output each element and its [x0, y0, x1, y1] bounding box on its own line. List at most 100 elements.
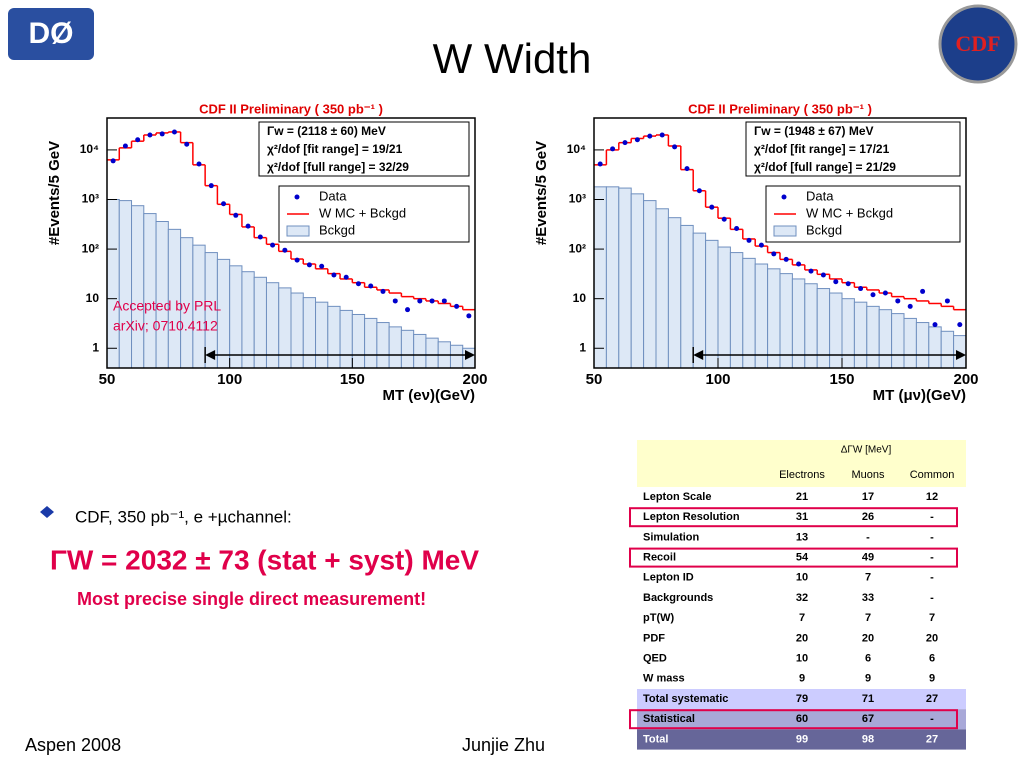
table-cell: 13: [796, 531, 808, 543]
footer-center: Junjie Zhu: [462, 735, 545, 755]
row-label: Recoil: [643, 552, 676, 564]
data-point: [845, 281, 851, 287]
data-point: [808, 268, 814, 274]
data-point: [184, 141, 190, 147]
table-header: ΔΓW [MeV]: [841, 445, 892, 456]
row-label: Lepton Scale: [643, 491, 711, 503]
fit-box: [745, 121, 961, 177]
table-cell: -: [930, 511, 934, 523]
table-cell: -: [930, 531, 934, 543]
background-bar: [143, 213, 157, 369]
table-cell: 7: [865, 572, 871, 584]
table-header-bg: [637, 440, 966, 487]
data-point: [944, 298, 950, 304]
background-bar: [853, 301, 868, 369]
table-cell: 6: [929, 653, 935, 665]
legend-marker: [294, 194, 300, 200]
row-label: QED: [643, 653, 667, 665]
background-bar: [315, 301, 329, 369]
background-bar: [605, 186, 620, 369]
x-tick-label: 150: [829, 371, 854, 388]
table-cell: 71: [862, 693, 874, 705]
data-point: [343, 274, 349, 280]
table-cell: 17: [862, 491, 874, 503]
background-bar: [618, 187, 632, 369]
data-point: [257, 234, 263, 240]
y-axis-label: #Events/5 GeV: [533, 141, 550, 245]
table-cell: 6: [865, 653, 871, 665]
data-point: [196, 161, 202, 167]
row-label: Total systematic: [643, 693, 728, 705]
table-cell: 33: [862, 592, 874, 604]
table-cell: 99: [796, 733, 808, 745]
legend-box: [278, 185, 470, 243]
background-bar: [717, 246, 731, 369]
y-tick-label: 1: [579, 340, 586, 354]
data-point: [233, 212, 239, 218]
background-bar: [106, 198, 120, 369]
table-cell: 67: [862, 713, 874, 725]
row-bg: [637, 689, 966, 710]
logo-right: [938, 4, 1018, 84]
data-point: [758, 242, 764, 248]
background-bar: [667, 217, 682, 369]
background-bar: [413, 333, 427, 369]
footer-left: Aspen 2008: [25, 735, 121, 755]
row-label: pT(W): [643, 612, 674, 624]
legend-label: W MC + Bckgd: [319, 205, 406, 220]
data-point: [306, 262, 312, 268]
y-tick-label: 10⁴: [80, 142, 99, 156]
data-point: [709, 204, 715, 210]
row-bg: [637, 709, 966, 730]
fit-text: Γw = (2118 ± 60) MeV: [267, 124, 386, 138]
table-cell: 31: [796, 511, 808, 523]
background-bar: [705, 239, 719, 369]
data-point: [245, 223, 251, 229]
row-label: W mass: [643, 673, 685, 685]
background-bar: [118, 200, 133, 369]
x-tick-label: 50: [586, 371, 603, 388]
y-tick-label: 10: [573, 291, 587, 305]
data-point: [696, 188, 702, 194]
background-bar: [680, 224, 694, 369]
data-point: [417, 298, 423, 304]
table-cell: 20: [926, 632, 938, 644]
table-cell: 7: [929, 612, 935, 624]
background-bar: [425, 337, 439, 369]
data-point: [721, 216, 727, 222]
row-label: Lepton ID: [643, 572, 694, 584]
data-point: [746, 237, 752, 243]
background-bar: [891, 313, 905, 369]
x-tick-label: 100: [705, 371, 730, 388]
background-bar: [351, 313, 366, 369]
row-label: PDF: [643, 632, 665, 644]
result: ΓW = 2032 ± 73 (stat + syst) MeV: [50, 544, 479, 575]
legend-marker: [773, 225, 797, 237]
background-bar: [692, 232, 707, 369]
data-point: [208, 183, 214, 189]
table-cell: -: [930, 552, 934, 564]
background-bar: [878, 309, 893, 369]
data-point: [684, 166, 690, 172]
table-cell: 27: [926, 693, 938, 705]
background-bar: [155, 221, 169, 369]
legend-marker: [286, 225, 310, 237]
legend-box: [765, 185, 961, 243]
background-bar: [779, 273, 793, 369]
background-bar: [593, 186, 607, 369]
background-bar: [400, 329, 415, 369]
table-cell: 9: [929, 673, 935, 685]
background-bar: [915, 322, 930, 369]
data-point: [368, 283, 374, 289]
background-bar: [742, 257, 756, 369]
background-bar: [449, 344, 464, 369]
y-tick-label: 10: [86, 291, 100, 305]
legend-label: Data: [319, 188, 347, 203]
x-tick-label: 150: [340, 371, 365, 388]
y-tick-label: 10²: [569, 241, 586, 255]
data-point: [319, 263, 325, 269]
background-bar: [655, 208, 669, 369]
row-highlight: [629, 547, 958, 568]
table-cell: 20: [796, 632, 808, 644]
